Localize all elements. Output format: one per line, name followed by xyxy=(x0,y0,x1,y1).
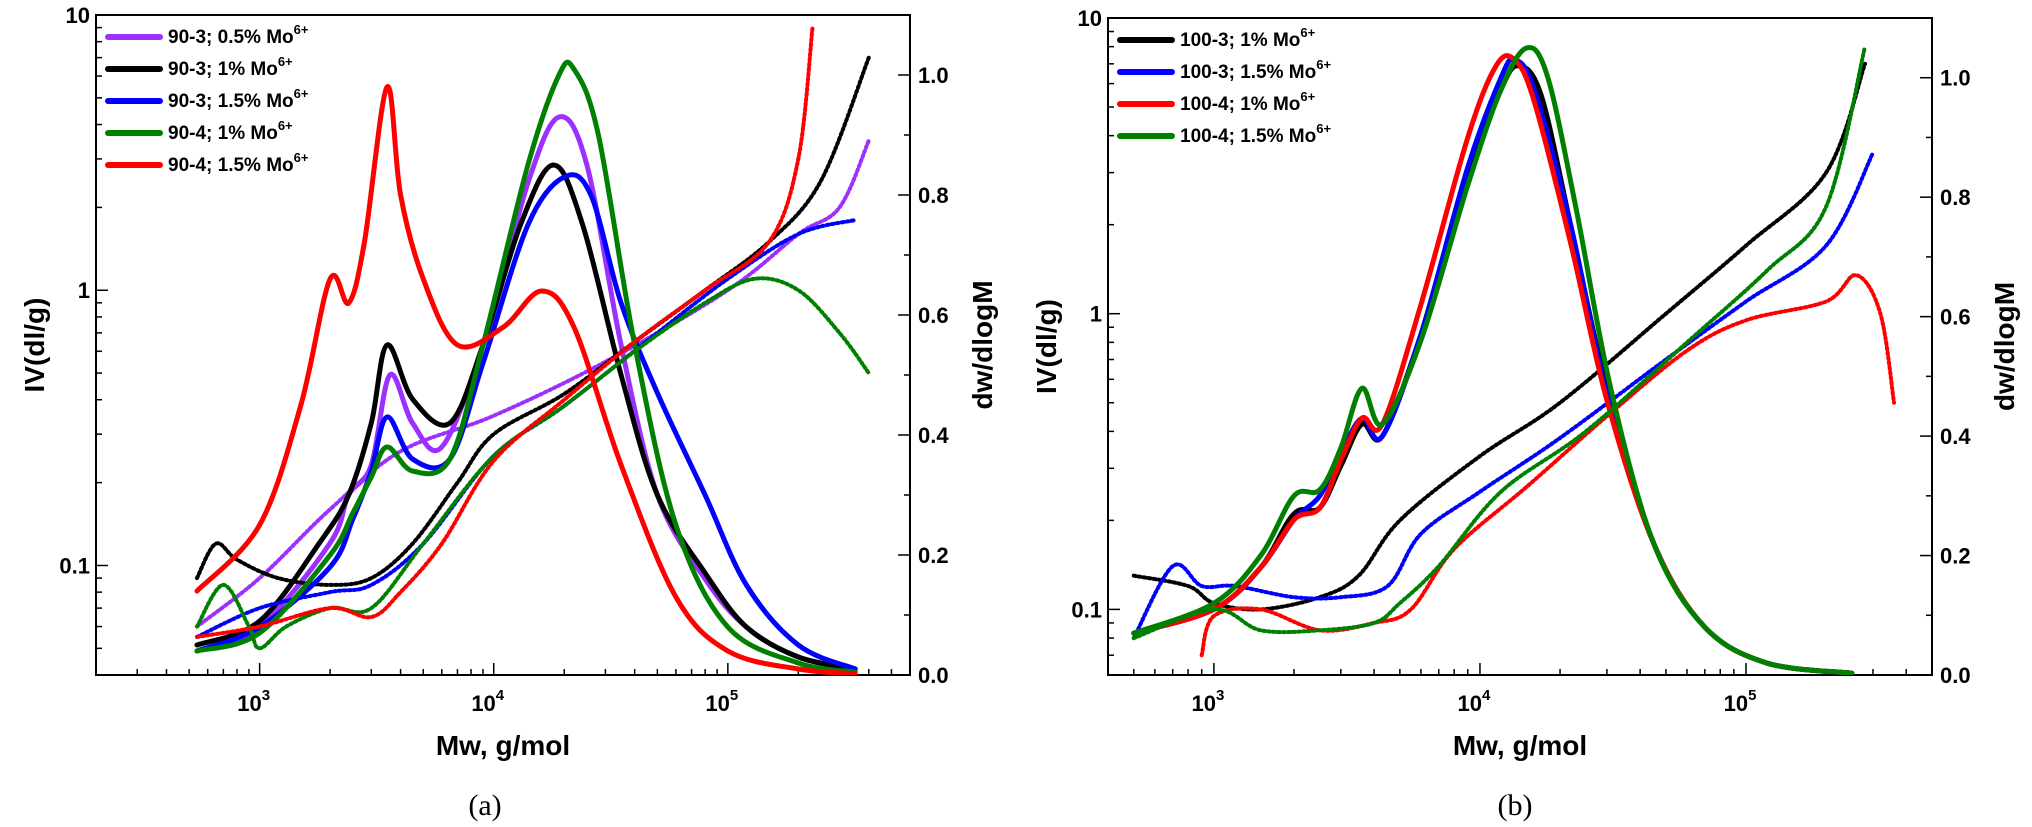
left-tick-label: 10 xyxy=(1078,6,1102,31)
plot-frame xyxy=(95,14,911,676)
right-tick-label: 1.0 xyxy=(918,63,949,88)
svg-text:104: 104 xyxy=(471,687,504,716)
left-axis-title: IV(dl/g) xyxy=(1031,299,1062,394)
right-tick-label: 0.4 xyxy=(918,423,949,448)
left-tick-label: 0.1 xyxy=(59,553,90,578)
right-tick-label: 0.8 xyxy=(1940,185,1971,210)
legend-label: 90-4; 1% Mo6+ xyxy=(168,118,293,144)
x-tick-label: 103 xyxy=(237,687,270,716)
right-ticks xyxy=(898,14,910,676)
right-tick-label: 0.2 xyxy=(918,543,949,568)
data-series xyxy=(1131,44,1896,675)
left-minor-ticks xyxy=(96,14,108,676)
series-3 xyxy=(194,59,871,675)
iv-curve xyxy=(1131,150,1875,641)
x-minor-ticks xyxy=(136,663,893,675)
panel-caption: (b) xyxy=(1498,789,1533,822)
plot-frame xyxy=(1107,17,1933,676)
data-series xyxy=(194,25,871,675)
series-3 xyxy=(1131,44,1867,675)
left-axis-title: IV(dl/g) xyxy=(19,298,50,393)
x-axis-title: Mw, g/mol xyxy=(1453,730,1587,761)
left-tick-label: 1 xyxy=(1090,302,1102,327)
right-ticks xyxy=(1920,17,1932,676)
svg-text:103: 103 xyxy=(237,687,270,716)
legend-label: 100-3; 1.5% Mo6+ xyxy=(1180,57,1331,83)
svg-text:103: 103 xyxy=(1191,687,1224,716)
legend-label: 100-4; 1.5% Mo6+ xyxy=(1180,121,1331,147)
left-tick-label: 1 xyxy=(78,278,90,303)
svg-text:105: 105 xyxy=(705,687,738,716)
mwd-curve xyxy=(194,172,858,672)
left-tick-label: 0.1 xyxy=(1071,597,1102,622)
svg-text:104: 104 xyxy=(1458,687,1491,716)
legend-label: 90-3; 0.5% Mo6+ xyxy=(168,22,309,48)
legend-label: 100-4; 1% Mo6+ xyxy=(1180,89,1316,115)
mwd-curve xyxy=(194,114,858,672)
mwd-curve xyxy=(194,162,858,672)
legend-label: 90-3; 1.5% Mo6+ xyxy=(168,86,309,112)
right-axis-title: dw/dlogM xyxy=(1989,282,2020,411)
iv-curve xyxy=(1199,273,1896,658)
x-minor-ticks xyxy=(1133,663,1907,675)
mwd-curve xyxy=(194,84,858,675)
series-0 xyxy=(1131,61,1867,675)
series-4 xyxy=(194,25,858,675)
series-1 xyxy=(1131,56,1875,675)
iv-curve xyxy=(195,276,871,651)
legend: 100-3; 1% Mo6+ 100-3; 1.5% Mo6+ 100-4; 1% … xyxy=(1117,25,1331,147)
right-tick-label: 0.0 xyxy=(918,663,949,688)
svg-text:105: 105 xyxy=(1724,687,1757,716)
x-tick-label: 103 xyxy=(1191,687,1224,716)
series-2 xyxy=(1131,53,1896,675)
right-tick-label: 0.8 xyxy=(918,183,949,208)
x-tick-label: 105 xyxy=(1724,687,1757,716)
x-axis-title: Mw, g/mol xyxy=(436,730,570,761)
legend-label: 100-3; 1% Mo6+ xyxy=(1180,25,1316,51)
legend-label: 90-3; 1% Mo6+ xyxy=(168,54,293,80)
mwd-curve xyxy=(194,59,858,675)
right-tick-label: 0.6 xyxy=(1940,305,1971,330)
left-tick-label: 10 xyxy=(66,3,90,28)
mwd-curve xyxy=(1131,45,1855,675)
chart-panel-b: 103 104 105 0.1 1 10 0.0 0.2 0.4 0.6 0.8 1.0 Mw, g/m… xyxy=(1031,6,2020,822)
iv-curve xyxy=(1131,44,1867,641)
right-tick-label: 0.6 xyxy=(918,303,949,328)
left-minor-ticks xyxy=(1108,17,1120,676)
legend: 90-3; 0.5% Mo6+ 90-3; 1% Mo6+ 90-3; 1.5% M… xyxy=(105,22,309,176)
iv-curve xyxy=(195,55,871,587)
x-tick-label: 105 xyxy=(705,687,738,716)
chart-panel-a: 103 104 105 0.1 1 10 0.0 0.2 0.4 0.6 0.8 1.0 Mw, g/m… xyxy=(19,3,998,822)
x-tick-label: 104 xyxy=(471,687,504,716)
right-tick-label: 0.2 xyxy=(1940,544,1971,569)
right-tick-label: 0.0 xyxy=(1940,663,1971,688)
right-tick-label: 0.4 xyxy=(1940,424,1971,449)
iv-curve xyxy=(195,138,871,629)
right-tick-label: 1.0 xyxy=(1940,66,1971,91)
legend-label: 90-4; 1.5% Mo6+ xyxy=(168,150,309,176)
x-tick-label: 104 xyxy=(1458,687,1491,716)
right-axis-title: dw/dlogM xyxy=(967,280,998,409)
iv-curve xyxy=(1131,61,1867,612)
iv-curve xyxy=(195,25,815,639)
panel-caption: (a) xyxy=(468,789,501,822)
